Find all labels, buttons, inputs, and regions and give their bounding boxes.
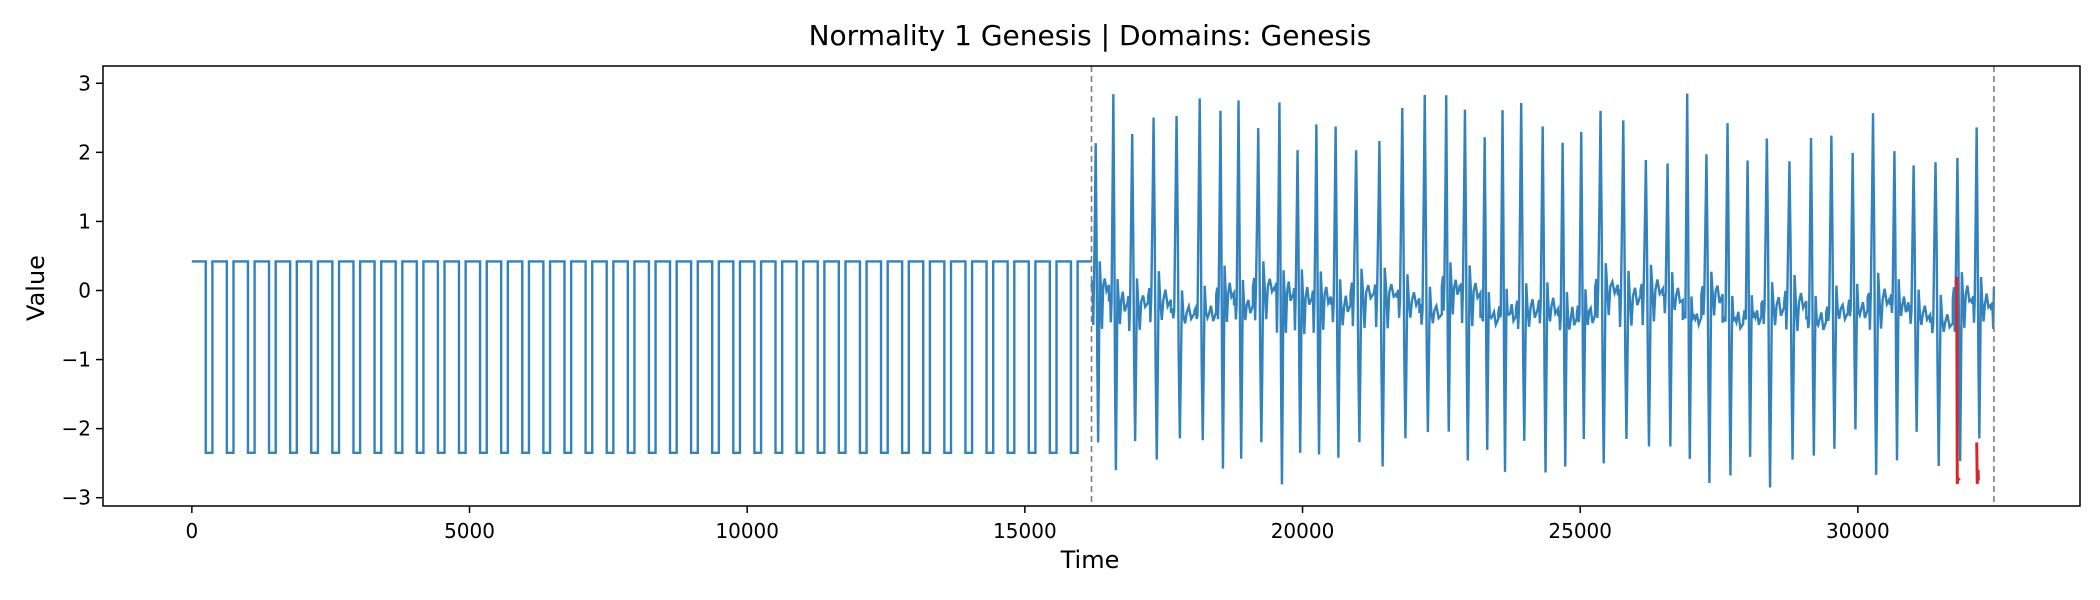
y-tick-label: −1: [62, 348, 91, 372]
domain-boundaries: [1090, 66, 1995, 506]
y-tick-label: 1: [78, 209, 91, 233]
y-tick-label: −3: [62, 486, 91, 510]
x-tick-label: 30000: [1826, 519, 1890, 543]
y-tick-label: 3: [78, 71, 91, 95]
anomaly-line-segment-1: [1975, 442, 1980, 484]
anomaly-line-segment-0: [1955, 276, 1961, 485]
x-tick-label: 0: [185, 519, 198, 543]
y-tick-label: 2: [78, 140, 91, 164]
y-axis-label: Value: [22, 255, 50, 321]
series-line-segment-0: [191, 260, 1092, 455]
plot-area: [191, 93, 1996, 488]
chart-title: Normality 1 Genesis | Domains: Genesis: [809, 19, 1372, 52]
x-tick-label: 15000: [993, 519, 1057, 543]
x-tick-label: 25000: [1548, 519, 1612, 543]
y-tick-label: 0: [78, 278, 91, 302]
plot-frame: [102, 65, 2081, 507]
y-axis-ticks: −3 −2 −1 0 1 2 3: [62, 71, 103, 510]
y-tick-label: −2: [62, 417, 91, 441]
x-tick-label: 10000: [715, 519, 779, 543]
x-tick-label: 20000: [1271, 519, 1335, 543]
x-axis-label: Time: [1060, 546, 1120, 574]
series-line-segment-1: [1090, 93, 1996, 488]
x-axis-ticks: 0 5000 10000 15000 20000 25000 30000: [185, 506, 1890, 543]
x-tick-label: 5000: [444, 519, 495, 543]
